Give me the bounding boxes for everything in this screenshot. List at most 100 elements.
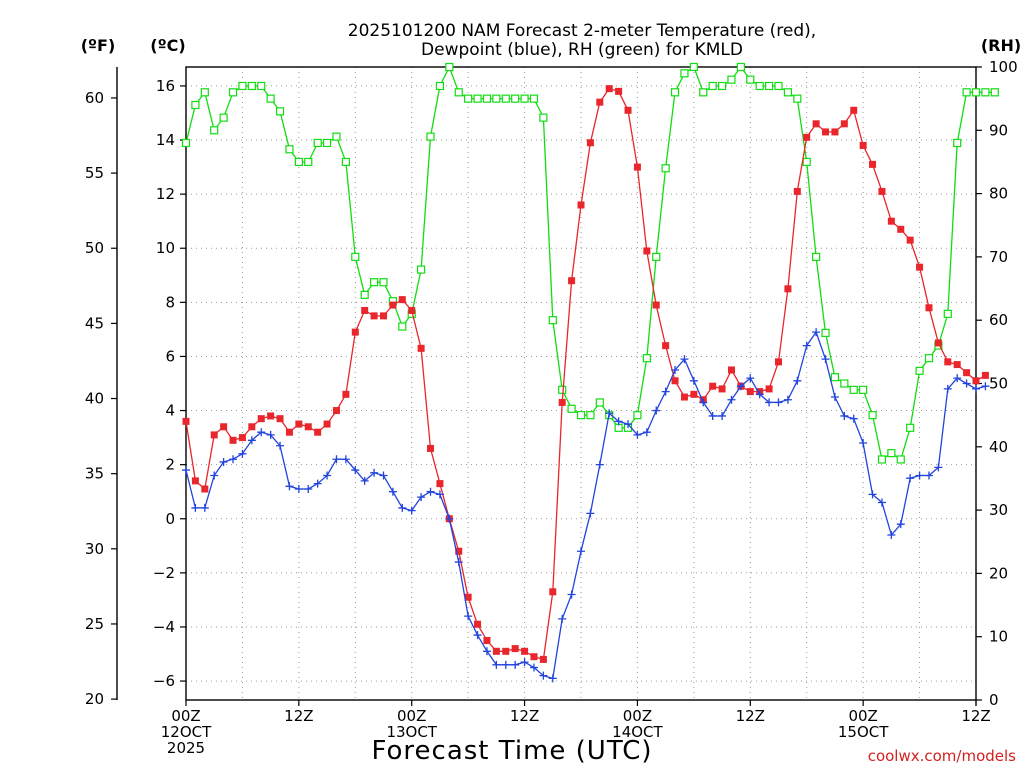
temperature-point bbox=[568, 277, 576, 285]
rh-point bbox=[661, 164, 670, 173]
dewpoint-point bbox=[313, 479, 322, 488]
temperature-point bbox=[408, 306, 416, 314]
temperature-point bbox=[925, 304, 933, 312]
celsius-tick-label: 10 bbox=[156, 239, 175, 257]
rh-point bbox=[859, 385, 868, 394]
dewpoint-point bbox=[398, 503, 407, 512]
temperature-point bbox=[793, 187, 801, 195]
temperature-point bbox=[304, 423, 312, 431]
dewpoint-point bbox=[351, 466, 360, 475]
dewpoint-point bbox=[257, 428, 266, 437]
rh-point bbox=[417, 265, 426, 274]
temperature-point bbox=[727, 366, 735, 374]
temperature-point bbox=[869, 160, 877, 168]
rh-point bbox=[915, 366, 924, 375]
temperature-point bbox=[257, 415, 265, 423]
celsius-tick-label: 6 bbox=[165, 347, 175, 365]
rh-point bbox=[633, 411, 642, 420]
dewpoint-point bbox=[511, 660, 520, 669]
rh-series bbox=[181, 62, 999, 464]
celsius-tick-label: 4 bbox=[165, 402, 175, 420]
temperature-point bbox=[906, 236, 914, 244]
dewpoint-point bbox=[661, 387, 670, 396]
rh-point bbox=[576, 411, 586, 420]
rh-axis: 0 10 20 30 40 50 60 70 80 90 100 bbox=[976, 58, 1018, 709]
rh-tick-label: 10 bbox=[989, 628, 1008, 646]
rh-point bbox=[285, 145, 294, 154]
time-tick-label: 00Z bbox=[848, 707, 877, 725]
temperature-point bbox=[370, 312, 378, 320]
dewpoint-point bbox=[671, 365, 680, 374]
temperature-point bbox=[342, 390, 350, 398]
temperature-point bbox=[483, 636, 491, 644]
temperature-point bbox=[549, 588, 557, 596]
dewpoint-point bbox=[915, 471, 924, 480]
rh-tick-label: 30 bbox=[989, 501, 1008, 519]
dewpoint-point bbox=[388, 487, 397, 496]
rh-point bbox=[200, 88, 209, 97]
temperature-point bbox=[492, 647, 500, 655]
temperature-point bbox=[389, 301, 397, 309]
rh-point bbox=[670, 88, 680, 97]
rh-point bbox=[266, 94, 275, 103]
temperature-point bbox=[220, 423, 228, 431]
dewpoint-point bbox=[370, 468, 379, 477]
temperature-point bbox=[812, 120, 820, 128]
dewpoint-point bbox=[755, 390, 764, 399]
rh-point bbox=[764, 81, 774, 91]
rh-point bbox=[840, 379, 849, 388]
rh-point bbox=[492, 94, 501, 103]
temperature-point bbox=[680, 393, 688, 401]
rh-point bbox=[501, 94, 510, 103]
dewpoint-point bbox=[981, 382, 990, 391]
rh-point bbox=[727, 75, 736, 84]
time-tick-label: 12Z bbox=[736, 707, 765, 725]
dewpoint-point bbox=[943, 384, 952, 393]
temperature-point bbox=[775, 358, 782, 366]
dewpoint-point bbox=[229, 455, 238, 464]
temperature-point bbox=[323, 420, 331, 428]
temperature-point bbox=[502, 647, 510, 655]
dewpoint-point bbox=[718, 411, 727, 420]
temperature-point bbox=[398, 296, 406, 304]
dewpoint-point bbox=[689, 376, 698, 385]
dewpoint-point bbox=[238, 449, 247, 458]
celsius-tick-label: −6 bbox=[153, 672, 175, 690]
temperature-point bbox=[718, 385, 726, 393]
temperature-point bbox=[417, 344, 425, 352]
rh-point bbox=[689, 62, 698, 72]
dewpoint-point bbox=[680, 355, 689, 364]
rh-point bbox=[369, 278, 379, 287]
dewpoint-point bbox=[482, 647, 491, 656]
rh-point bbox=[445, 62, 454, 72]
dewpoint-point bbox=[652, 406, 661, 415]
dewpoint-point bbox=[586, 509, 595, 518]
dewpoint-point bbox=[802, 341, 811, 350]
rh-unit-label: (RH) bbox=[981, 36, 1021, 55]
rh-tick-label: 0 bbox=[989, 691, 999, 709]
rh-point bbox=[981, 88, 990, 97]
dewpoint-point bbox=[266, 430, 275, 439]
rh-point bbox=[755, 81, 764, 91]
dewpoint-point bbox=[407, 506, 416, 515]
rh-tick-label: 40 bbox=[989, 438, 1008, 456]
rh-point bbox=[830, 373, 840, 382]
temperature-point bbox=[840, 120, 848, 128]
chart-title-line1: 2025101200 NAM Forecast 2-meter Temperat… bbox=[348, 21, 816, 41]
dewpoint-point bbox=[548, 674, 557, 683]
dewpoint-point bbox=[708, 411, 717, 420]
rh-point bbox=[680, 69, 689, 78]
rh-point bbox=[482, 94, 492, 103]
dewpoint-point bbox=[736, 382, 745, 391]
temperature-point bbox=[530, 653, 538, 661]
temperature-point bbox=[605, 85, 613, 93]
dewpoint-point bbox=[501, 660, 510, 669]
temperature-point bbox=[436, 480, 444, 488]
dewpoint-point bbox=[727, 395, 736, 404]
temperature-point bbox=[474, 620, 482, 628]
rh-point bbox=[210, 126, 219, 135]
dewpoint-point bbox=[558, 614, 567, 623]
celsius-tick-label: 12 bbox=[156, 185, 175, 203]
rh-point bbox=[219, 113, 228, 122]
temperature-point bbox=[934, 339, 942, 347]
